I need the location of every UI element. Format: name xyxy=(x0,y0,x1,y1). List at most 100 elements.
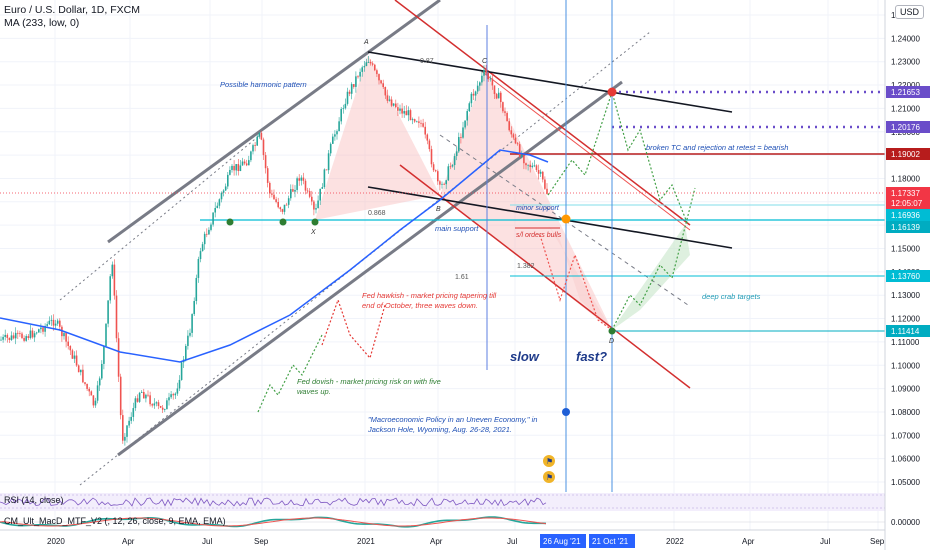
candle-body xyxy=(405,111,408,116)
candle-body xyxy=(395,103,397,108)
candle-body xyxy=(222,190,225,193)
candle-body xyxy=(101,363,103,379)
price-badge-label: 1.16936 xyxy=(891,211,920,220)
candle-body xyxy=(197,259,200,278)
marker-oct21-box xyxy=(589,534,635,548)
candle-body xyxy=(466,111,468,121)
price-badge-label: 1.19002 xyxy=(891,150,920,159)
red-channel-upper xyxy=(394,0,691,226)
ma-233-line xyxy=(0,149,549,363)
candle-body xyxy=(317,200,319,209)
macd-label[interactable]: CM_Ult_MacD_MTF_V2 (, 12, 26, close, 9, … xyxy=(4,516,226,526)
candle-body xyxy=(208,229,210,235)
candle-body xyxy=(374,64,376,71)
candle-body xyxy=(94,400,97,406)
candle-body xyxy=(161,407,164,410)
minor-support-label: minor support xyxy=(516,205,560,212)
candle-body xyxy=(399,108,401,111)
candle-body xyxy=(346,91,349,104)
candle-body xyxy=(134,398,137,409)
candle-body xyxy=(271,193,273,195)
candle-body xyxy=(67,341,69,346)
projection-zone-up xyxy=(612,225,690,330)
broken-tc-label: broken TC and rejection at retest = bear… xyxy=(646,143,788,152)
candle-body xyxy=(239,165,242,172)
candle-body xyxy=(233,165,235,171)
candle-body xyxy=(300,177,303,181)
candle-body xyxy=(353,84,355,87)
candle-body xyxy=(98,378,101,386)
candle-body xyxy=(4,334,6,337)
candle-body xyxy=(14,332,17,339)
candle-body xyxy=(40,327,42,330)
candle-body xyxy=(292,189,294,192)
candle-body xyxy=(180,362,183,380)
price-tick: 1.09000 xyxy=(891,385,920,394)
candle-body xyxy=(25,336,27,341)
candle-body xyxy=(344,103,347,109)
price-badge-label: 1.21653 xyxy=(891,88,920,97)
red-channel-mid xyxy=(479,69,691,231)
candle-body xyxy=(243,161,246,164)
black-trendline-upper xyxy=(367,51,733,113)
orange-support-dot xyxy=(561,214,571,224)
symbol-title[interactable]: Euro / U.S. Dollar, 1D, FXCM xyxy=(4,4,140,16)
candle-body xyxy=(147,394,149,396)
projection-path-green-up xyxy=(611,187,696,331)
candle-body xyxy=(88,388,90,392)
candle-body xyxy=(537,170,540,174)
candle-body xyxy=(283,204,286,212)
candle-body xyxy=(535,165,538,171)
candle-body xyxy=(201,244,204,252)
price-tick: 1.21000 xyxy=(891,104,920,113)
price-badge-box xyxy=(886,221,930,233)
candle-body xyxy=(340,108,342,122)
price-tick: 1.12000 xyxy=(891,315,920,324)
candle-body xyxy=(237,164,240,172)
channel-lower-line xyxy=(117,80,623,457)
marker-aug26-label: 26 Aug '21 xyxy=(543,537,581,546)
candle-body xyxy=(63,333,65,337)
candle-body xyxy=(449,166,452,168)
candle-body xyxy=(103,346,105,364)
time-axis[interactable]: 2020 Apr Jul Sep 2021 Apr Jul 2022 Apr Jul Sep xyxy=(47,537,885,546)
rsi-label[interactable]: RSI (14, close) xyxy=(4,495,64,505)
candle-body xyxy=(464,120,466,128)
candle-body xyxy=(248,160,250,166)
event-icon-1[interactable] xyxy=(543,455,555,467)
currency-button[interactable]: USD xyxy=(894,5,924,19)
candle-body xyxy=(378,74,380,81)
price-badge-box xyxy=(886,209,930,221)
price-badge-label: 1.17337 xyxy=(891,189,920,198)
event-icon-2[interactable] xyxy=(543,471,555,483)
candle-body xyxy=(153,403,156,406)
price-badge-label: 1.13760 xyxy=(891,272,920,281)
price-tick: 1.06000 xyxy=(891,455,920,464)
candle-body xyxy=(474,91,477,96)
candle-body xyxy=(533,165,536,167)
candle-body xyxy=(155,402,158,404)
candle-body xyxy=(33,333,36,338)
candle-body xyxy=(52,319,55,326)
candle-body xyxy=(409,110,412,121)
pivot-dot-3 xyxy=(311,218,319,226)
candle-body xyxy=(21,333,23,339)
candle-body xyxy=(128,420,130,426)
event-icon-1-glyph: ⚑ xyxy=(546,457,553,466)
candle-body xyxy=(277,202,279,208)
price-axis[interactable]: 1.250001.240001.230001.220001.210001.200… xyxy=(891,11,920,487)
marker-oct21-label: 21 Oct '21 xyxy=(592,537,629,546)
price-badge-label: 1.20176 xyxy=(891,123,920,132)
candle-body xyxy=(8,337,11,341)
candle-body xyxy=(489,78,492,80)
price-badge-box xyxy=(886,197,930,209)
fed-hawk-waves xyxy=(321,298,386,360)
candle-body xyxy=(357,76,359,78)
price-tick: 1.24000 xyxy=(891,34,920,43)
ma-indicator-label[interactable]: MA (233, low, 0) xyxy=(4,17,80,29)
time-tick: 2021 xyxy=(357,537,375,546)
candle-body xyxy=(432,164,435,171)
candle-body xyxy=(504,111,506,113)
